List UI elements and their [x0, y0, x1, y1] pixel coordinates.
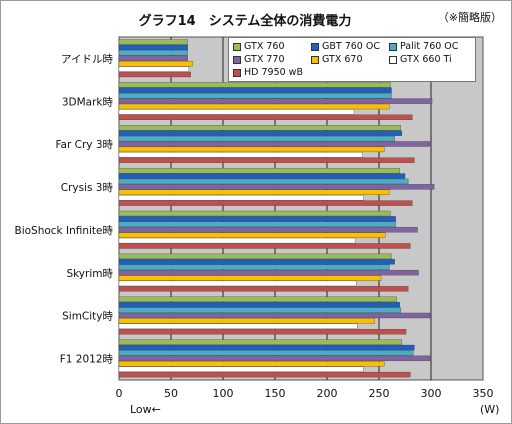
bar	[118, 146, 385, 153]
legend-item: GTX 660 Ti	[389, 53, 467, 66]
legend-swatch	[233, 55, 241, 64]
bar	[118, 93, 392, 99]
bar	[118, 109, 355, 115]
legend-item: Palit 760 OC	[389, 40, 467, 53]
bar	[118, 216, 396, 222]
bar	[118, 366, 364, 372]
category-label: アイドル時	[61, 53, 113, 65]
legend-swatch	[389, 42, 397, 51]
x-tick-label: 250	[369, 387, 390, 400]
category-label: BioShock Infinite時	[15, 225, 114, 237]
bar	[118, 329, 407, 335]
legend-swatch	[389, 55, 397, 64]
legend-label: GTX 760	[244, 41, 285, 52]
bar	[118, 232, 386, 238]
low-label: Low←	[130, 403, 161, 416]
bar	[118, 286, 409, 292]
category-label: Skyrim時	[66, 268, 113, 280]
legend-item: GTX 670	[311, 53, 389, 66]
bar	[118, 275, 382, 281]
legend-label: HD 7950 wB	[244, 67, 303, 78]
bar	[118, 87, 392, 93]
bar	[118, 60, 193, 67]
bar	[118, 152, 363, 158]
legend-item: HD 7950 wB	[233, 66, 311, 79]
bar	[118, 269, 419, 276]
bar	[118, 55, 188, 61]
bar	[118, 323, 358, 329]
bar	[118, 39, 188, 45]
bar	[118, 82, 391, 88]
bar	[118, 227, 418, 233]
x-tick-label: 300	[421, 387, 442, 400]
bar	[118, 135, 395, 142]
x-tick-label: 100	[213, 387, 234, 400]
category-label: SimCity時	[62, 311, 113, 323]
bar	[118, 114, 413, 121]
category-label: Far Cry 3時	[55, 139, 113, 151]
legend-label: GTX 770	[244, 54, 285, 65]
x-tick-label: 50	[164, 387, 178, 400]
bar	[118, 302, 400, 308]
bar	[118, 66, 189, 72]
x-tick-label: 350	[473, 387, 494, 400]
chart-title: グラフ14 システム全体の消費電力	[138, 14, 352, 29]
bar	[118, 350, 414, 356]
bar	[118, 339, 403, 345]
bar	[118, 157, 415, 163]
category-label: F1 2012時	[60, 354, 114, 366]
bar	[118, 200, 413, 206]
bar	[118, 344, 415, 351]
bar	[118, 253, 392, 260]
bar	[118, 103, 390, 110]
bar	[118, 189, 390, 195]
chart-legend: GTX 760 GBT 760 OC Palit 760 OC GTX 770 GTX …	[228, 37, 476, 82]
x-tick-label: 150	[265, 387, 286, 400]
bar	[118, 178, 409, 185]
legend-label: GTX 670	[322, 54, 363, 65]
bar	[118, 355, 431, 362]
bar	[118, 167, 400, 174]
bar	[118, 173, 406, 179]
bar	[118, 50, 188, 56]
bar	[118, 44, 188, 51]
legend-label: GTX 660 Ti	[400, 54, 452, 65]
bar	[118, 210, 391, 217]
bar	[118, 237, 356, 244]
bar	[118, 98, 433, 104]
bar	[118, 71, 191, 78]
legend-item: GTX 760	[233, 40, 311, 53]
legend-swatch	[311, 55, 319, 64]
category-label: 3DMark時	[62, 96, 114, 108]
bar	[118, 195, 364, 201]
x-tick-label: 0	[116, 387, 123, 400]
legend-swatch	[233, 42, 241, 51]
legend-label: GBT 760 OC	[322, 41, 380, 52]
chart-note: （※簡略版）	[437, 11, 502, 24]
legend-item: GBT 760 OC	[311, 40, 389, 53]
bar	[118, 361, 385, 367]
bar	[118, 307, 401, 313]
bar	[118, 280, 357, 287]
bar	[118, 264, 390, 270]
x-tick-label: 200	[317, 387, 338, 400]
legend-swatch	[311, 42, 319, 51]
legend-label: Palit 760 OC	[400, 41, 459, 52]
category-label: Crysis 3時	[61, 182, 114, 194]
bar	[118, 318, 375, 324]
bar	[118, 312, 431, 319]
bar	[118, 296, 397, 302]
bar	[118, 371, 411, 378]
unit-label: (W)	[480, 403, 500, 416]
bar	[118, 125, 401, 131]
legend-swatch	[233, 68, 241, 77]
bar	[118, 184, 435, 190]
bar	[118, 141, 431, 147]
legend-item: GTX 770	[233, 53, 311, 66]
bar	[118, 243, 411, 249]
bar	[118, 130, 403, 136]
bar	[118, 221, 396, 227]
bar	[118, 259, 395, 265]
